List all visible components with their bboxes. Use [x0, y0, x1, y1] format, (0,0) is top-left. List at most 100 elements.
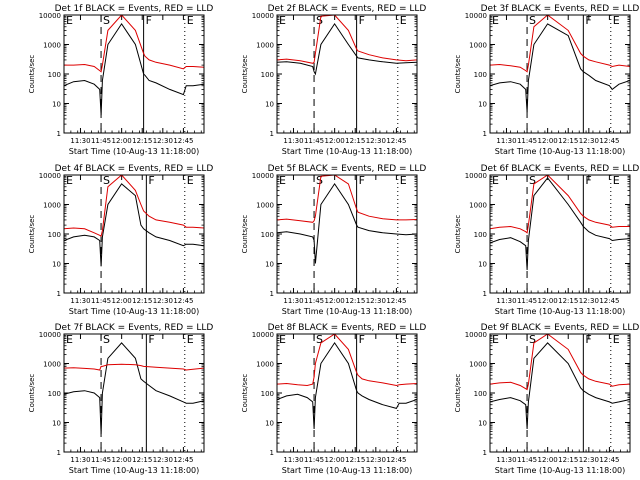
x-tick-label: 12:00 — [538, 297, 558, 305]
x-tick-label: 12:15 — [132, 456, 152, 464]
y-tick-label: 1000 — [256, 202, 274, 210]
y-tick-label: 10 — [265, 261, 274, 269]
y-tick-label: 100 — [474, 71, 487, 79]
x-tick-label: 11:45 — [304, 456, 324, 464]
y-tick-label: 100 — [261, 71, 274, 79]
panel-title: Det 3f BLACK = Events, RED = LLD — [481, 4, 640, 14]
x-axis-label: Start Time (10-Aug-13 11:18:00) — [495, 466, 626, 475]
marker-label: E — [187, 174, 194, 187]
x-tick-label: 12:45 — [599, 297, 619, 305]
x-tick-label: 11:30 — [70, 456, 90, 464]
series-line-events — [277, 182, 417, 264]
series-line-events — [64, 342, 204, 435]
x-tick-label: 11:45 — [91, 297, 111, 305]
x-axis-label: Start Time (10-Aug-13 11:18:00) — [495, 307, 626, 316]
panel-1: Det 1f BLACK = Events, RED = LLD Counts/s… — [28, 4, 213, 156]
series-line-lld — [277, 175, 417, 223]
panel-4: Det 4f BLACK = Events, RED = LLD Counts/s… — [28, 164, 213, 316]
x-tick-label: 11:45 — [517, 456, 537, 464]
x-tick-label: 12:00 — [112, 297, 132, 305]
marker-label: E — [400, 333, 407, 346]
x-tick-label: 12:00 — [112, 456, 132, 464]
marker-label: F — [359, 14, 365, 27]
series-line-events — [64, 22, 204, 116]
y-tick-label: 1 — [57, 130, 61, 138]
x-axis-label: Start Time (10-Aug-13 11:18:00) — [282, 307, 413, 316]
panel-9: Det 9f BLACK = Events, RED = LLD Counts/s… — [454, 323, 639, 475]
marker-label: F — [585, 333, 591, 346]
y-tick-label: 1 — [483, 449, 487, 457]
marker-label: E — [492, 333, 499, 346]
marker-label: E — [66, 333, 73, 346]
x-tick-label: 12:45 — [173, 456, 193, 464]
y-tick-label: 10 — [478, 101, 487, 109]
marker-label: F — [359, 174, 365, 187]
marker-label: S — [316, 333, 323, 346]
y-tick-label: 1000 — [43, 42, 61, 50]
marker-label: F — [359, 333, 365, 346]
plot-frame — [489, 174, 631, 294]
x-axis-label: Start Time (10-Aug-13 11:18:00) — [69, 307, 200, 316]
series-line-events — [490, 342, 630, 430]
marker-label: E — [187, 14, 194, 27]
x-tick-label: 11:45 — [517, 297, 537, 305]
y-tick-label: 1000 — [469, 202, 487, 210]
series-line-events — [490, 23, 630, 113]
x-tick-label: 11:30 — [496, 137, 516, 145]
y-tick-label: 1 — [57, 290, 61, 298]
marker-label: S — [316, 174, 323, 187]
marker-label: E — [400, 14, 407, 27]
marker-label: S — [529, 333, 536, 346]
y-tick-label: 1000 — [256, 361, 274, 369]
x-tick-label: 12:30 — [366, 137, 386, 145]
x-tick-label: 12:30 — [366, 297, 386, 305]
x-tick-label: 11:30 — [283, 456, 303, 464]
plot-frame — [63, 174, 205, 294]
series-line-events — [490, 177, 630, 271]
marker-label: F — [148, 174, 154, 187]
y-axis-label: Counts/sec — [28, 374, 36, 413]
y-tick-label: 1 — [270, 290, 274, 298]
plot-frame — [276, 174, 418, 294]
y-axis-label: Counts/sec — [241, 55, 249, 94]
x-tick-label: 12:45 — [386, 137, 406, 145]
y-axis-label: Counts/sec — [454, 55, 462, 94]
marker-label: S — [103, 14, 110, 27]
panel-title: Det 7f BLACK = Events, RED = LLD — [55, 323, 214, 333]
x-tick-label: 12:30 — [153, 137, 173, 145]
x-tick-label: 11:30 — [283, 137, 303, 145]
panel-title: Det 1f BLACK = Events, RED = LLD — [55, 4, 214, 14]
y-tick-label: 1000 — [256, 42, 274, 50]
panel-title: Det 8f BLACK = Events, RED = LLD — [268, 323, 427, 333]
marker-label: F — [148, 333, 154, 346]
x-tick-label: 12:00 — [538, 456, 558, 464]
panel-title: Det 4f BLACK = Events, RED = LLD — [55, 164, 214, 174]
marker-label: E — [613, 174, 620, 187]
y-tick-label: 1000 — [469, 361, 487, 369]
x-tick-label: 12:00 — [325, 456, 345, 464]
panel-2: Det 2f BLACK = Events, RED = LLD Counts/s… — [241, 4, 426, 156]
marker-label: S — [529, 14, 536, 27]
marker-label: E — [613, 14, 620, 27]
x-tick-label: 12:15 — [345, 137, 365, 145]
x-tick-label: 11:45 — [91, 137, 111, 145]
y-axis-label: Counts/sec — [454, 215, 462, 254]
y-tick-label: 10000 — [39, 172, 61, 180]
x-tick-label: 12:30 — [153, 297, 173, 305]
panel-title: Det 2f BLACK = Events, RED = LLD — [268, 4, 427, 14]
y-tick-label: 10 — [265, 101, 274, 109]
y-axis-label: Counts/sec — [241, 374, 249, 413]
x-tick-label: 11:30 — [496, 456, 516, 464]
marker-label: S — [103, 174, 110, 187]
y-tick-label: 100 — [48, 71, 61, 79]
panel-8: Det 8f BLACK = Events, RED = LLD Counts/s… — [241, 323, 426, 475]
y-tick-label: 100 — [261, 231, 274, 239]
y-tick-label: 100 — [48, 390, 61, 398]
y-tick-label: 10000 — [465, 172, 487, 180]
x-tick-label: 12:30 — [366, 456, 386, 464]
x-axis-label: Start Time (10-Aug-13 11:18:00) — [282, 147, 413, 156]
plot-frame — [489, 14, 631, 134]
y-axis-label: Counts/sec — [241, 215, 249, 254]
x-tick-label: 12:45 — [386, 297, 406, 305]
